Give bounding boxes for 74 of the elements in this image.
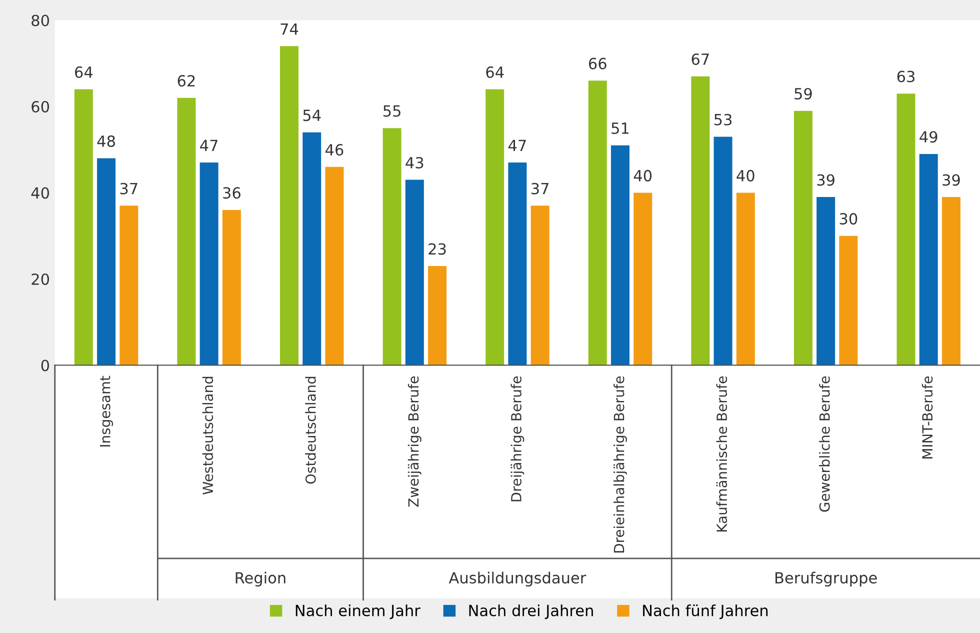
bar [588, 80, 607, 366]
x-tick-label: Insgesamt [100, 376, 113, 446]
bar [736, 192, 755, 366]
bar [177, 98, 196, 366]
data-label: 66 [588, 58, 606, 70]
data-label: 36 [223, 187, 240, 199]
bar [634, 192, 652, 366]
legend-label: Nach einem Jahr [296, 604, 420, 620]
bar [302, 132, 322, 366]
data-label: 40 [736, 170, 754, 182]
data-label: 64 [486, 66, 504, 78]
text: Region [236, 572, 286, 587]
bar [325, 166, 344, 366]
y-tick-label: 40 [31, 187, 50, 199]
data-label: 48 [97, 135, 115, 147]
bar [200, 162, 218, 366]
y-tick-label: 20 [32, 273, 50, 286]
data-label: 55 [383, 105, 400, 117]
data-label: 53 [714, 114, 732, 126]
data-label: 64 [75, 66, 93, 78]
bar [97, 158, 116, 366]
x-tick-label: MINT-Berufe [922, 376, 933, 458]
bar [74, 89, 93, 366]
data-label: 39 [942, 174, 960, 186]
bar [610, 145, 630, 366]
bar [942, 197, 960, 366]
data-label: 47 [508, 140, 526, 152]
y-tick-label: 0 [41, 360, 50, 372]
bar [405, 180, 424, 366]
legend-label: Nach drei Jahren [469, 604, 593, 620]
y-tick-label: 80 [32, 14, 50, 26]
y-tick-label: 60 [32, 100, 50, 113]
data-label: 47 [200, 140, 218, 152]
bar [222, 210, 241, 366]
bar [714, 136, 732, 366]
text: Berufsgruppe [775, 572, 877, 587]
data-label: 43 [406, 156, 424, 169]
data-label: 23 [428, 243, 446, 255]
data-label: 30 [840, 213, 858, 225]
data-label: 62 [178, 75, 195, 87]
text: Ausbildungsdauer [448, 572, 586, 587]
x-tick-label: Zweijährige Berufe [408, 376, 422, 507]
x-tick-label: Gewerbliche Berufe [819, 376, 830, 512]
bar [839, 236, 858, 366]
data-label: 39 [817, 174, 834, 186]
bar [382, 128, 402, 366]
data-label: 54 [303, 110, 321, 122]
bar [486, 89, 504, 366]
data-label: 37 [120, 182, 138, 194]
x-tick-label: Ostdeutschland [305, 376, 316, 484]
legend-label: Nach fünf Jahren [643, 604, 768, 620]
bar [530, 206, 550, 366]
data-label: 67 [692, 53, 709, 66]
bar [428, 266, 447, 366]
bar [896, 94, 916, 366]
bar [794, 110, 812, 366]
x-tick-label: Kaufmännische Berufe [716, 376, 728, 532]
data-label: 51 [612, 122, 629, 134]
data-label: 49 [920, 131, 938, 143]
x-tick-label: Dreieinhalbjährige Berufe [614, 376, 627, 552]
x-tick-label: Westdeutschland [202, 376, 214, 495]
data-label: 63 [897, 70, 914, 82]
data-label: 37 [532, 182, 548, 194]
bar [120, 206, 138, 366]
x-tick-label: Dreijährige Berufe [510, 376, 524, 502]
bar [919, 154, 938, 366]
bar [691, 76, 710, 366]
data-label: 46 [326, 144, 344, 156]
data-label: 74 [280, 23, 298, 35]
bar [508, 162, 527, 366]
bar [280, 46, 298, 366]
data-label: 40 [634, 170, 652, 182]
bar [816, 197, 836, 366]
data-label: 59 [794, 88, 812, 100]
